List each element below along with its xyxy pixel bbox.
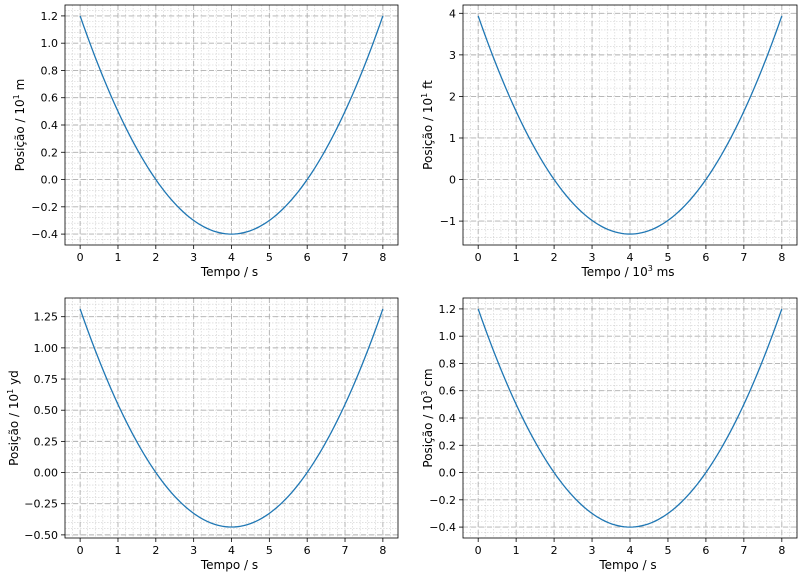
plot-area: [463, 298, 797, 538]
x-tick-label: 3: [589, 544, 596, 557]
x-tick-label: 0: [475, 544, 482, 557]
x-tick-label: 3: [589, 251, 596, 264]
y-tick-label: −0.2: [429, 494, 456, 507]
y-tick-label: 0.0: [439, 467, 457, 480]
y-tick-label: 1.00: [34, 342, 59, 355]
y-tick-label: 1.0: [41, 37, 59, 50]
y-axis-label: Posição / 101 m: [12, 79, 27, 172]
y-tick-label: 1.25: [34, 311, 59, 324]
x-tick-label: 8: [778, 544, 785, 557]
chart-panel-3: 0 1 2 3 4 5 6 7 8 −0.50 −0.25 0.00 0.25 0.50 0.75 1.00 1…: [6, 297, 399, 572]
x-tick-label: 0: [77, 544, 84, 557]
series-line-position: [79, 15, 384, 235]
y-tick-label: −1: [440, 215, 456, 228]
x-tick-label: 8: [379, 544, 386, 557]
x-tick-label: 7: [740, 544, 747, 557]
x-tick-label: 2: [551, 544, 558, 557]
y-axis-label: Posição / 103 cm: [420, 368, 435, 467]
x-tick-label: 2: [152, 544, 159, 557]
x-tick-label: 5: [664, 544, 671, 557]
x-tick-label: 4: [228, 544, 235, 557]
y-tick-label: 1.2: [439, 303, 457, 316]
y-tick-label: 1.0: [439, 330, 457, 343]
x-tick-label: 1: [114, 544, 121, 557]
x-tick-label: 2: [551, 251, 558, 264]
x-tick-label: 4: [627, 544, 634, 557]
x-axis-label: Tempo / s: [200, 265, 258, 279]
y-tick-label: −0.4: [429, 521, 456, 534]
y-tick-label: 0.4: [439, 412, 457, 425]
x-tick-label: 8: [379, 251, 386, 264]
x-tick-label: 0: [77, 251, 84, 264]
plot-area: [463, 5, 797, 245]
chart-panel-4: 0 1 2 3 4 5 6 7 8 −0.4 −0.2 0.0 0.2 0.4 0.6 0.8 1.0 1.2 Te…: [420, 297, 798, 572]
x-tick-label: 0: [475, 251, 482, 264]
y-tick-label: 0: [449, 174, 456, 187]
y-tick-label: 1.2: [41, 10, 59, 23]
x-tick-label: 8: [778, 251, 785, 264]
x-tick-label: 5: [664, 251, 671, 264]
x-tick-label: 7: [342, 251, 349, 264]
y-tick-label: −0.2: [31, 201, 58, 214]
y-tick-label: 3: [449, 49, 456, 62]
plot-area: [65, 298, 398, 538]
x-tick-label: 1: [114, 251, 121, 264]
x-tick-label: 4: [627, 251, 634, 264]
x-axis-label: Tempo / 103 ms: [580, 264, 674, 279]
y-tick-label: −0.25: [24, 498, 58, 511]
x-tick-label: 6: [304, 544, 311, 557]
y-tick-label: 0.8: [439, 357, 457, 370]
x-tick-label: 4: [228, 251, 235, 264]
y-tick-label: 0.8: [41, 64, 59, 77]
x-tick-label: 7: [740, 251, 747, 264]
x-tick-label: 3: [190, 544, 197, 557]
y-tick-label: 0.50: [34, 404, 59, 417]
x-tick-label: 1: [513, 251, 520, 264]
x-tick-label: 3: [190, 251, 197, 264]
x-tick-label: 6: [702, 544, 709, 557]
y-axis-label: Posição / 101 ft: [420, 80, 435, 170]
series-line-position: [477, 308, 783, 528]
x-tick-label: 2: [152, 251, 159, 264]
x-tick-label: 5: [266, 251, 273, 264]
y-tick-label: 0.4: [41, 119, 59, 132]
chart-panel-1: 0 1 2 3 4 5 6 7 8 −0.4 −0.2 0.0 0.2 0.4 0.6 0.8 1.0 1.2 Te…: [12, 4, 399, 279]
x-tick-label: 5: [266, 544, 273, 557]
y-tick-label: 0.75: [34, 373, 59, 386]
y-tick-label: 0.2: [41, 146, 59, 159]
x-axis-label: Tempo / s: [200, 558, 258, 572]
y-tick-label: 0.6: [439, 385, 457, 398]
x-tick-label: 6: [702, 251, 709, 264]
y-tick-label: 0.6: [41, 92, 59, 105]
x-tick-label: 7: [342, 544, 349, 557]
y-tick-label: 4: [449, 7, 456, 20]
y-tick-label: 2: [449, 90, 456, 103]
x-tick-label: 6: [304, 251, 311, 264]
plot-area: [65, 5, 398, 245]
x-axis-label: Tempo / s: [598, 558, 656, 572]
y-tick-label: 1: [449, 132, 456, 145]
y-axis-label: Posição / 101 yd: [6, 370, 21, 466]
y-tick-label: 0.0: [41, 174, 59, 187]
y-tick-label: 0.2: [439, 439, 457, 452]
series-line-position: [477, 15, 783, 235]
y-tick-label: 0.25: [34, 435, 59, 448]
x-tick-label: 1: [513, 544, 520, 557]
y-tick-label: 0.00: [34, 467, 59, 480]
series-line-position: [79, 308, 384, 528]
y-tick-label: −0.50: [24, 529, 58, 542]
y-tick-label: −0.4: [31, 228, 58, 241]
